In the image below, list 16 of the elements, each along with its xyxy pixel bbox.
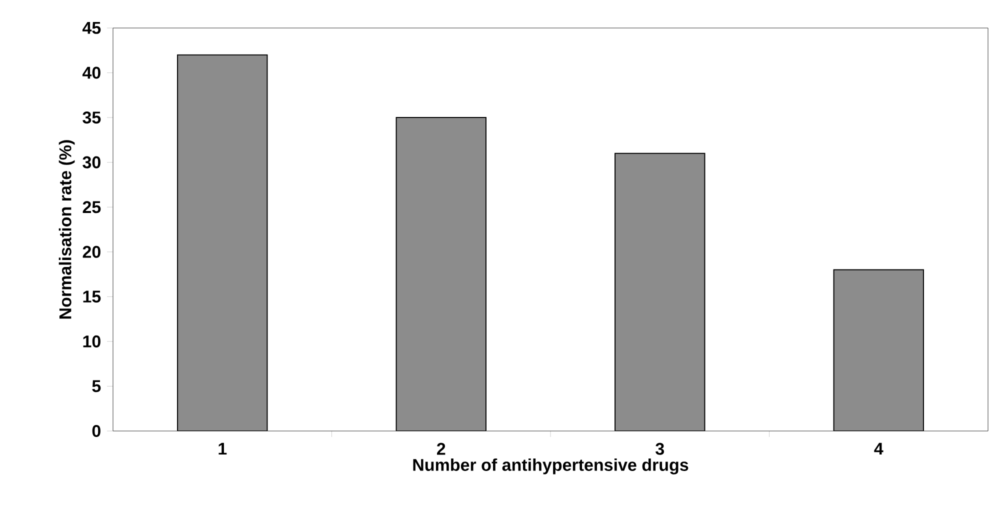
y-tick-label: 40 [82,66,100,79]
x-tick-label: 3 [656,442,664,455]
y-tick-label: 10 [83,335,100,348]
x-tick-label: 1 [218,442,227,455]
x-axis-title: Number of antihypertensive drugs [413,458,688,474]
y-tick-label: 0 [92,424,100,438]
x-tick-label: 2 [437,442,446,455]
y-axis-title: Normalisation rate (%) [58,140,75,319]
y-tick-label: 25 [82,201,101,214]
y-tick-label: 5 [92,380,101,392]
y-tick-label: 15 [83,290,101,303]
y-tick-label: 45 [82,22,101,34]
y-tick-label: 30 [82,156,100,168]
x-tick-label: 4 [874,442,884,455]
y-tick-label: 35 [82,112,101,124]
y-tick-label: 20 [82,246,100,258]
